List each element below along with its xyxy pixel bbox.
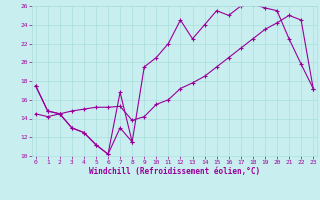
X-axis label: Windchill (Refroidissement éolien,°C): Windchill (Refroidissement éolien,°C) xyxy=(89,167,260,176)
